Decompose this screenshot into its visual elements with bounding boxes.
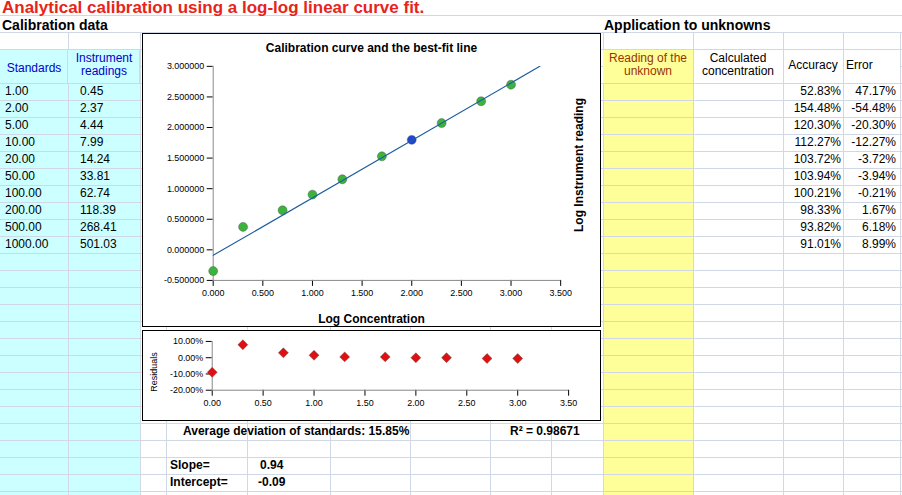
svg-text:0.000000: 0.000000 [167, 245, 204, 255]
html-text:100.00: 100.00 [5, 186, 42, 200]
html-text:-20.30%: -20.30% [851, 118, 896, 132]
html-text:10.00: 10.00 [5, 135, 35, 149]
html-text:Calibration data: Calibration data [2, 17, 108, 33]
html-text:91.01%: 91.01% [800, 237, 841, 251]
svg-text:0.50: 0.50 [254, 398, 271, 408]
html-text:93.82%: 93.82% [800, 220, 841, 234]
svg-text:1.000000: 1.000000 [167, 184, 204, 194]
svg-text:1.00: 1.00 [305, 398, 322, 408]
html-text:103.94%: 103.94% [793, 169, 841, 183]
html-text:500.00: 500.00 [5, 220, 42, 234]
html-text:6.18%: 6.18% [862, 220, 896, 234]
html-text:0.94: 0.94 [260, 458, 284, 472]
html-text:33.81: 33.81 [80, 169, 110, 183]
svg-text:0.00%: 0.00% [178, 353, 203, 363]
html-text:120.30%: 120.30% [793, 118, 841, 132]
html-text:Slope=: Slope= [170, 458, 210, 472]
html-text:-3.72%: -3.72% [858, 152, 896, 166]
html-text:20.00: 20.00 [5, 152, 35, 166]
svg-text:1.500: 1.500 [351, 288, 373, 298]
html-text:118.39: 118.39 [80, 203, 116, 217]
svg-text:3.50: 3.50 [560, 398, 577, 408]
svg-text:3.500: 3.500 [549, 288, 571, 298]
svg-text:2.000000: 2.000000 [167, 122, 204, 132]
html-text:Log Instrument reading: Log Instrument reading [572, 98, 586, 232]
html-text:8.99%: 8.99% [862, 237, 896, 251]
svg-text:-10.00%: -10.00% [170, 369, 203, 379]
svg-text:2.500000: 2.500000 [167, 92, 204, 102]
svg-text:3.000: 3.000 [500, 288, 522, 298]
svg-text:0.00: 0.00 [204, 398, 221, 408]
html-text:-54.48%: -54.48% [851, 101, 896, 115]
svg-text:3.00: 3.00 [509, 398, 526, 408]
svg-text:10.00%: 10.00% [173, 336, 203, 346]
html-text:Instrument readings: Instrument readings [75, 51, 133, 78]
html-text:7.99: 7.99 [80, 135, 104, 149]
html-text:4.44: 4.44 [80, 118, 104, 132]
html-text:Standards: Standards [6, 61, 62, 75]
html-text:Log Concentration: Log Concentration [318, 312, 425, 326]
svg-text:1.500000: 1.500000 [167, 153, 204, 163]
svg-text:0.500000: 0.500000 [167, 214, 204, 224]
html-text:98.33%: 98.33% [800, 203, 841, 217]
html-text:2.00: 2.00 [5, 101, 29, 115]
html-text:-0.09: -0.09 [258, 475, 286, 489]
html-text:200.00: 200.00 [5, 203, 42, 217]
html-text:501.03: 501.03 [80, 237, 117, 251]
svg-text:2.50: 2.50 [458, 398, 475, 408]
html-text:1000.00: 1000.00 [5, 237, 49, 251]
html-text:Calibration curve and the best: Calibration curve and the best-fit line [265, 41, 478, 55]
svg-text:2.500: 2.500 [450, 288, 472, 298]
html-text:268.41: 268.41 [80, 220, 117, 234]
html-text:Residuals: Residuals [149, 352, 159, 392]
svg-text:0.500: 0.500 [252, 288, 274, 298]
html-text:5.00: 5.00 [5, 118, 29, 132]
svg-text:1.50: 1.50 [356, 398, 373, 408]
svg-text:-0.500000: -0.500000 [164, 275, 204, 285]
html-text:1.67%: 1.67% [862, 203, 896, 217]
html-text:47.17%: 47.17% [855, 84, 896, 98]
html-text:154.48%: 154.48% [793, 101, 841, 115]
html-text:14.24: 14.24 [80, 152, 110, 166]
html-text:112.27%: 112.27% [794, 135, 841, 149]
html-text:0.45: 0.45 [80, 84, 104, 98]
svg-text:3.000000: 3.000000 [167, 61, 204, 71]
html-text:62.74: 62.74 [80, 186, 110, 200]
svg-text:1.000: 1.000 [301, 288, 323, 298]
html-text:2.37: 2.37 [80, 101, 104, 115]
svg-text:2.000: 2.000 [401, 288, 423, 298]
html-text:Intercept=: Intercept= [170, 475, 228, 489]
html-text:-0.21%: -0.21% [858, 186, 896, 200]
html-text:-12.27%: -12.27% [851, 135, 896, 149]
html-text:R² = 0.98671: R² = 0.98671 [510, 424, 580, 438]
html-text:Error: Error [846, 58, 873, 72]
html-text:Calculated concentration: Calculated concentration [702, 51, 774, 78]
html-text:Accuracy: Accuracy [788, 58, 838, 72]
svg-text:0.000: 0.000 [202, 288, 224, 298]
html-text:50.00: 50.00 [5, 169, 35, 183]
svg-text:2.00: 2.00 [407, 398, 424, 408]
html-text:52.83%: 52.83% [800, 84, 841, 98]
html-text:1.00: 1.00 [5, 84, 29, 98]
html-text:-3.94%: -3.94% [858, 169, 896, 183]
svg-text:-20.00%: -20.00% [170, 385, 203, 395]
html-text:103.72%: 103.72% [793, 152, 841, 166]
html-text:Application to unknowns: Application to unknowns [604, 17, 771, 33]
html-text:Reading of the unknown: Reading of the unknown [609, 51, 687, 78]
html-text:100.21%: 100.21% [793, 186, 841, 200]
html-text:Average deviation of standards: Average deviation of standards: 15.85% [183, 424, 410, 438]
